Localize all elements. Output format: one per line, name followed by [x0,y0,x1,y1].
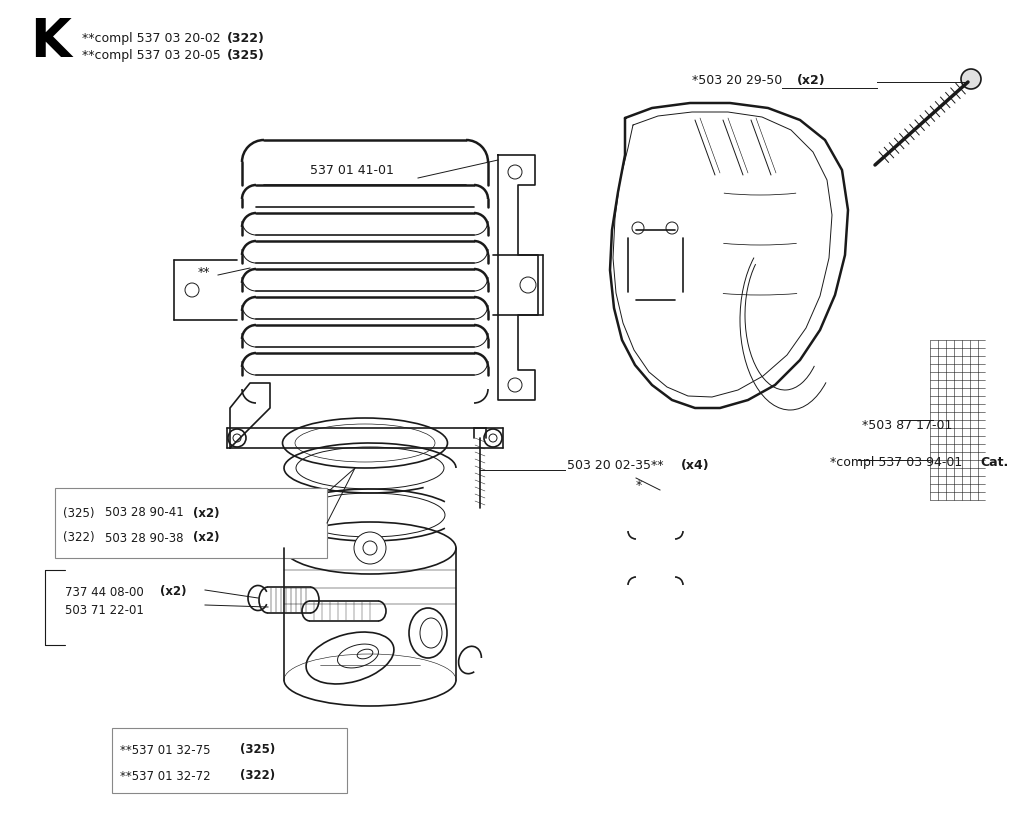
Text: *compl 537 03 94-01: *compl 537 03 94-01 [830,455,967,468]
Text: (x4): (x4) [681,458,710,472]
Circle shape [489,434,497,442]
Text: K: K [30,16,71,68]
Text: *503 20 29-50: *503 20 29-50 [692,73,786,86]
Text: 537 01 41-01: 537 01 41-01 [310,164,394,176]
Circle shape [228,429,246,447]
Text: 503 28 90-38: 503 28 90-38 [105,532,187,545]
Circle shape [233,434,241,442]
Bar [55,488,327,558]
Circle shape [508,378,522,392]
Circle shape [508,165,522,179]
Text: (325): (325) [240,743,275,756]
Text: **537 01 32-72: **537 01 32-72 [120,770,214,783]
Text: *: * [636,478,642,491]
Circle shape [666,222,678,234]
Text: 503 71 22-01: 503 71 22-01 [65,603,144,616]
Text: **: ** [198,266,211,278]
Text: Cat.: Cat. [980,455,1009,468]
Text: (x2): (x2) [797,73,825,86]
Text: 503 20 02-35**: 503 20 02-35** [567,458,668,472]
Text: (322): (322) [240,770,275,783]
Bar [112,728,347,793]
Text: 503 28 90-41: 503 28 90-41 [105,506,187,519]
Circle shape [362,541,377,555]
Text: **compl 537 03 20-05: **compl 537 03 20-05 [82,49,224,62]
Text: (325): (325) [227,49,265,62]
Text: **compl 537 03 20-02: **compl 537 03 20-02 [82,31,224,44]
Text: (x2): (x2) [193,506,219,519]
Text: *503 87 17-01: *503 87 17-01 [862,419,952,431]
Circle shape [484,429,502,447]
Text: (325): (325) [63,506,98,519]
Circle shape [632,222,644,234]
Text: (322): (322) [63,532,98,545]
Text: (x2): (x2) [160,585,186,598]
Text: (322): (322) [227,31,265,44]
Text: **537 01 32-75: **537 01 32-75 [120,743,214,756]
Text: (x2): (x2) [193,532,219,545]
Text: 737 44 08-00: 737 44 08-00 [65,585,147,598]
Circle shape [354,532,386,564]
Circle shape [185,283,199,297]
Circle shape [520,277,536,293]
Circle shape [961,69,981,89]
